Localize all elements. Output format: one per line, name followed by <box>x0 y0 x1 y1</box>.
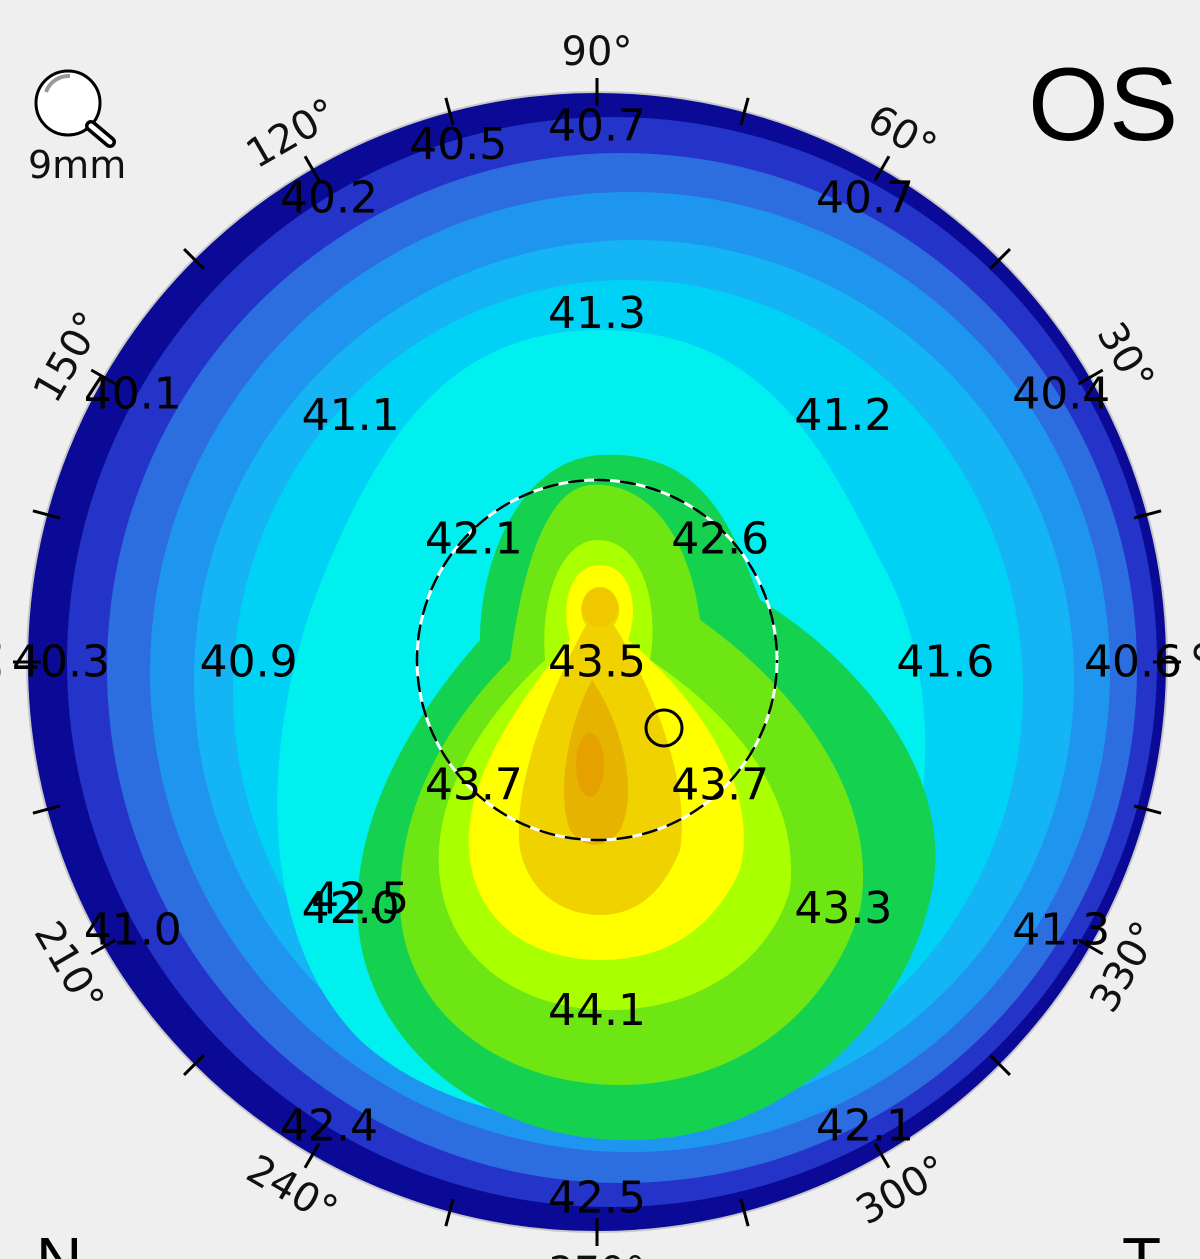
degree-tick <box>739 1198 750 1227</box>
degree-tick <box>1133 804 1162 815</box>
degree-tick <box>873 1142 891 1169</box>
keratometry-value: 41.3 <box>548 288 646 339</box>
magnifier-icon[interactable] <box>34 69 116 148</box>
keratometry-value: 41.6 <box>896 637 994 688</box>
degree-tick <box>1133 509 1162 520</box>
degree-tick <box>90 938 117 956</box>
keratometry-value: 42.1 <box>816 1101 914 1152</box>
keratometry-value: 42.5 <box>311 873 409 924</box>
keratometry-value: 42.1 <box>425 513 523 564</box>
degree-tick <box>1077 938 1104 956</box>
degree-tick <box>32 804 61 815</box>
keratometry-value: 43.3 <box>794 883 892 934</box>
degree-tick <box>444 97 455 126</box>
degree-tick <box>1077 368 1104 386</box>
keratometry-value: 43.7 <box>671 760 769 811</box>
degree-label: 90° <box>562 29 633 75</box>
keratometry-value: 44.1 <box>548 985 646 1036</box>
degree-tick <box>989 247 1012 270</box>
keratometry-value: 43.7 <box>425 760 523 811</box>
keratometry-value: 41.1 <box>302 390 400 441</box>
keratometry-value: 42.0 <box>302 883 400 934</box>
pupil-outline <box>415 478 779 842</box>
degree-tick <box>182 247 205 270</box>
keratometry-value: 40.3 <box>12 637 110 688</box>
keratometry-value: 40.7 <box>548 101 646 152</box>
degree-ticks <box>13 78 1181 1246</box>
keratometry-value: 40.9 <box>200 637 298 688</box>
keratometry-value: 40.5 <box>409 119 507 170</box>
zoom-label: 9mm <box>28 143 126 187</box>
degree-tick <box>989 1054 1012 1077</box>
nasal-label: N <box>36 1224 82 1259</box>
keratometry-value: 40.2 <box>280 172 378 223</box>
keratometry-value: 40.4 <box>1012 369 1110 420</box>
keratometry-value: 42.4 <box>280 1101 378 1152</box>
degree-tick <box>303 155 321 182</box>
degree-tick <box>182 1054 205 1077</box>
keratometry-value: 41.2 <box>794 390 892 441</box>
keratometry-value: 42.5 <box>548 1173 646 1224</box>
keratometry-value: 40.6 <box>1084 637 1182 688</box>
degree-label: 60° <box>860 96 944 171</box>
keratometry-value: 42.6 <box>671 513 769 564</box>
keratometry-value: 40.7 <box>816 172 914 223</box>
keratometry-value: 41.0 <box>84 905 182 956</box>
degree-tick <box>873 155 891 182</box>
keratometry-value: 43.5 <box>548 637 646 688</box>
degree-tick <box>444 1198 455 1227</box>
temporal-label: T <box>1122 1224 1161 1259</box>
degree-tick <box>90 368 117 386</box>
degree-tick <box>32 509 61 520</box>
keratometry-value: 41.3 <box>1012 905 1110 956</box>
degree-tick <box>303 1142 321 1169</box>
contour-bands <box>27 92 1167 1232</box>
degree-tick <box>739 97 750 126</box>
keratometry-value: 40.1 <box>84 369 182 420</box>
eye-label: OS <box>1028 47 1178 163</box>
pupil-center-marker <box>644 708 684 748</box>
degree-label: 270° <box>549 1249 645 1259</box>
keratometry-values: 40.7 40.7 40.4 40.6 41.3 42.1 42.5 42.4 41.0 40.3… <box>12 101 1182 1224</box>
degree-label: 0° <box>1184 639 1200 684</box>
degree-label: 180° <box>0 614 10 710</box>
